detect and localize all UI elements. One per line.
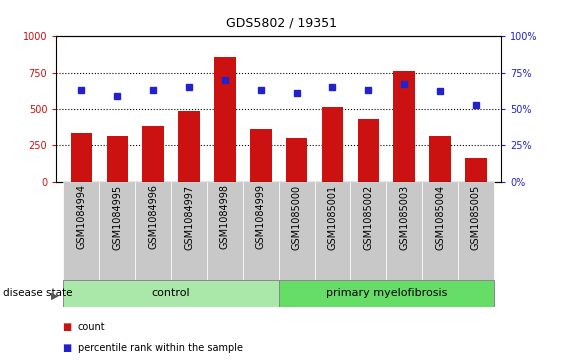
- Text: disease state: disease state: [3, 288, 72, 298]
- Text: count: count: [78, 322, 105, 332]
- Bar: [250, 129, 271, 182]
- Text: percentile rank within the sample: percentile rank within the sample: [78, 343, 243, 354]
- Bar: [386, 182, 422, 280]
- Bar: [279, 182, 315, 280]
- Bar: [99, 182, 135, 280]
- Bar: [458, 182, 494, 280]
- Bar: [350, 182, 386, 280]
- Text: GSM1084998: GSM1084998: [220, 184, 230, 249]
- Text: GSM1085003: GSM1085003: [399, 184, 409, 250]
- Text: GSM1085001: GSM1085001: [328, 184, 337, 250]
- Bar: [286, 138, 307, 182]
- Text: GSM1084997: GSM1084997: [184, 184, 194, 250]
- Text: ■: ■: [62, 343, 71, 354]
- Bar: [243, 182, 279, 280]
- Text: GDS5802 / 19351: GDS5802 / 19351: [226, 16, 337, 29]
- Bar: [465, 158, 487, 182]
- Text: GSM1085005: GSM1085005: [471, 184, 481, 250]
- Bar: [315, 182, 350, 280]
- Bar: [279, 280, 494, 307]
- Text: primary myelofibrosis: primary myelofibrosis: [325, 288, 447, 298]
- Bar: [214, 57, 236, 182]
- Text: GSM1085002: GSM1085002: [363, 184, 373, 250]
- Bar: [358, 119, 379, 182]
- Bar: [321, 107, 343, 182]
- Bar: [207, 182, 243, 280]
- Text: GSM1084994: GSM1084994: [77, 184, 86, 249]
- Bar: [142, 126, 164, 182]
- Text: GSM1084995: GSM1084995: [112, 184, 122, 250]
- Text: GSM1085004: GSM1085004: [435, 184, 445, 250]
- Bar: [135, 182, 171, 280]
- Text: control: control: [152, 288, 190, 298]
- Bar: [64, 182, 99, 280]
- Bar: [70, 133, 92, 182]
- Bar: [430, 136, 451, 182]
- Text: ■: ■: [62, 322, 71, 332]
- Bar: [394, 71, 415, 182]
- Text: GSM1085000: GSM1085000: [292, 184, 302, 250]
- Bar: [171, 182, 207, 280]
- Text: GSM1084996: GSM1084996: [148, 184, 158, 249]
- Bar: [64, 280, 279, 307]
- Bar: [178, 111, 200, 182]
- Bar: [422, 182, 458, 280]
- Text: ▶: ▶: [51, 290, 58, 301]
- Bar: [106, 136, 128, 182]
- Text: GSM1084999: GSM1084999: [256, 184, 266, 249]
